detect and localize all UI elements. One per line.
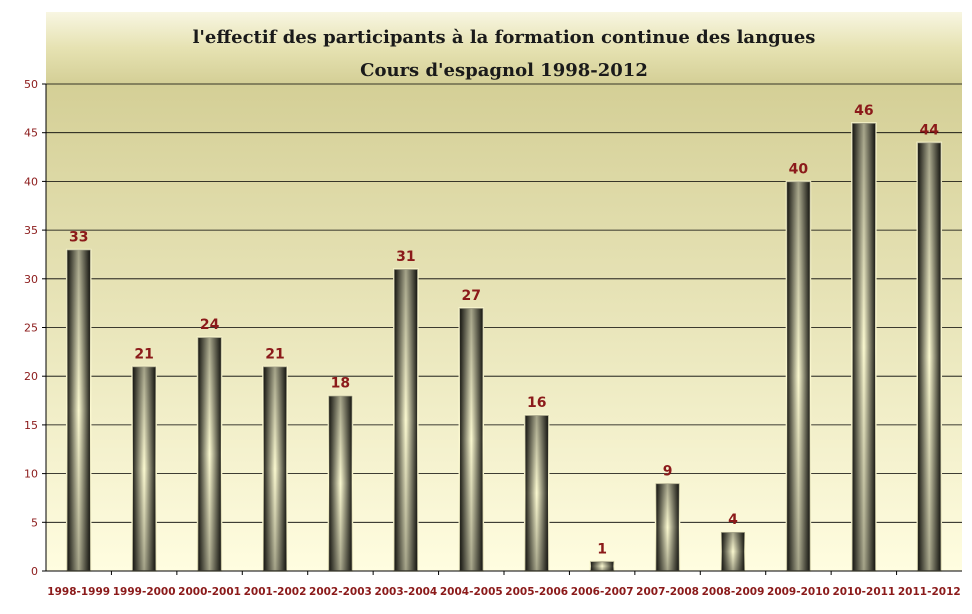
bar-shading: [197, 337, 222, 571]
bar-shading: [917, 142, 942, 571]
bar-shading: [328, 395, 353, 571]
bar-shading: [786, 181, 811, 571]
bar-shading: [66, 249, 91, 571]
bar-shading: [851, 122, 876, 572]
bar-2001-2002: [262, 365, 288, 572]
bar-2011-2012: [916, 141, 943, 572]
x-tick-label: 2004-2005: [440, 586, 503, 598]
bar-shading: [263, 366, 287, 571]
bar-shading: [132, 366, 157, 571]
bar-2004-2005: [458, 307, 485, 572]
chart-title: l'effectif des participants à la formati…: [193, 27, 816, 48]
data-label: 18: [331, 376, 350, 392]
y-tick-label: 15: [24, 419, 38, 432]
bar-2007-2008: [654, 482, 681, 572]
data-label: 27: [462, 288, 481, 304]
data-label: 44: [920, 122, 940, 138]
bar-2008-2009: [720, 531, 746, 572]
bar-shading: [655, 483, 680, 571]
y-axis-ticks: 0 5 10 15 20 25 30 35 40 45 50: [24, 78, 46, 578]
bar-1999-2000: [131, 365, 157, 572]
x-tick-label: 2008-2009: [702, 586, 765, 598]
y-tick-label: 20: [24, 370, 38, 383]
bar-shading: [590, 561, 615, 571]
y-tick-label: 45: [24, 127, 38, 140]
x-tick-label: 2010-2011: [832, 586, 895, 598]
data-label: 1: [597, 541, 607, 557]
data-label: 33: [69, 230, 88, 246]
data-label: 40: [789, 161, 809, 177]
y-tick-label: 25: [24, 322, 38, 335]
x-tick-label: 2007-2008: [636, 586, 699, 598]
y-tick-label: 10: [24, 468, 38, 481]
x-tick-label: 2011-2012: [898, 586, 961, 598]
y-tick-label: 30: [24, 273, 38, 286]
x-tick-label: 2002-2003: [309, 586, 372, 598]
y-tick-label: 40: [24, 175, 38, 188]
bar-shading: [459, 308, 484, 571]
x-tick-label: 1998-1999: [47, 586, 110, 598]
data-label: 21: [134, 346, 153, 362]
data-label: 21: [265, 346, 284, 362]
x-tick-label: 2005-2006: [505, 586, 568, 598]
bar-2010-2011: [851, 122, 877, 572]
bar-2006-2007: [589, 560, 615, 572]
data-label: 16: [527, 395, 546, 411]
x-tick-label: 2006-2007: [571, 586, 634, 598]
bar-shading: [524, 415, 549, 571]
data-label: 24: [200, 317, 220, 333]
bar-2000-2001: [196, 336, 223, 572]
bar-2009-2010: [785, 180, 812, 572]
x-tick-label: 2001-2002: [244, 586, 307, 598]
bar-2003-2004: [393, 268, 419, 572]
data-label: 46: [854, 103, 873, 119]
y-tick-label: 5: [31, 516, 38, 529]
bar-2005-2006: [523, 414, 550, 572]
y-tick-label: 35: [24, 224, 38, 237]
bars: [65, 122, 943, 572]
x-axis-ticks: 1998-1999 1999-2000 2000-2001 2001-2002 2002…: [47, 571, 961, 598]
bar-2002-2003: [327, 394, 354, 572]
x-tick-label: 2009-2010: [767, 586, 830, 598]
data-labels: 33 21 24 21 18 31 27 16 1 9 4 40 46 44: [69, 103, 939, 557]
x-tick-label: 1999-2000: [113, 586, 176, 598]
title-background: [46, 12, 962, 84]
chart-subtitle: Cours d'espagnol 1998-2012: [360, 60, 648, 81]
bar-shading: [393, 269, 418, 571]
data-label: 31: [396, 249, 415, 265]
data-label: 4: [728, 512, 738, 528]
y-tick-label: 0: [31, 565, 38, 578]
y-tick-label: 50: [24, 78, 38, 91]
bar-shading: [721, 532, 745, 571]
x-tick-label: 2000-2001: [178, 586, 241, 598]
x-tick-label: 2003-2004: [374, 586, 437, 598]
data-label: 9: [663, 463, 673, 479]
bar-1998-1999: [65, 248, 92, 572]
